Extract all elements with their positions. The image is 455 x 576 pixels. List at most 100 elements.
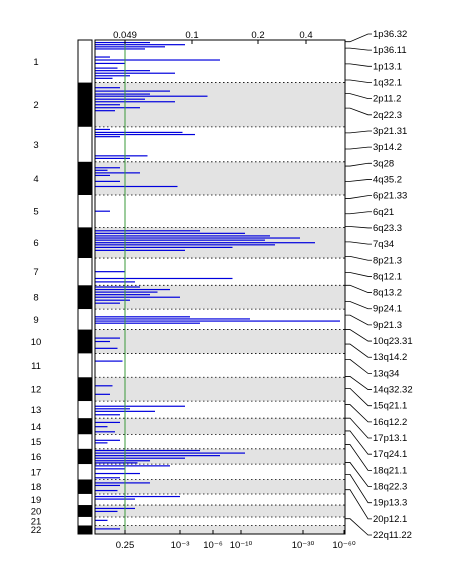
chromosome-label: 14 <box>31 422 42 433</box>
peak-bar <box>95 462 138 464</box>
region-label: 8q13.2 <box>373 288 402 299</box>
chromosome-band-2 <box>95 82 345 127</box>
bottom-axis: 0.25 10⁻³ 10⁻⁶ 10⁻¹⁰ 10⁻³⁰ 10⁻⁶⁰ <box>116 530 356 551</box>
ideogram-chr-8 <box>78 285 92 310</box>
peak-bar <box>95 62 125 65</box>
ideogram-chr-20 <box>78 505 92 517</box>
peak-bar <box>95 98 145 100</box>
peak-bar <box>95 465 170 467</box>
region-label: 1p36.11 <box>373 45 407 56</box>
top-axis: 0.049 0.1 0.2 0.4 <box>113 30 313 44</box>
ideogram-chr-10 <box>78 329 92 354</box>
peak-bar <box>95 93 150 95</box>
chromosome-label: 16 <box>31 452 42 463</box>
region-label: 17q24.1 <box>373 449 407 460</box>
peak-bar <box>95 235 270 237</box>
region-label: 8p21.3 <box>373 255 402 266</box>
peak-bar <box>95 169 108 171</box>
chromosome-label: 5 <box>33 207 38 218</box>
region-leader-line <box>345 47 372 51</box>
region-label: 9p21.3 <box>373 320 402 331</box>
ideogram-chr-17 <box>78 464 92 480</box>
chromosome-label: 7 <box>33 267 38 278</box>
chromosome-label: 18 <box>31 482 42 493</box>
region-leader-line <box>345 226 372 229</box>
region-leader-line <box>345 343 372 358</box>
peak-bar <box>95 507 135 510</box>
chromosome-label: 2 <box>33 100 38 111</box>
region-label: 19p13.3 <box>373 498 407 509</box>
peak-bar <box>95 101 175 103</box>
region-label: 9p24.1 <box>373 304 402 315</box>
peak-bar <box>95 230 200 232</box>
region-leader-line <box>345 329 372 342</box>
ideogram-chr-13 <box>78 401 92 419</box>
peak-bar <box>95 244 275 246</box>
ideogram <box>77 39 93 535</box>
peak-bar <box>95 431 115 433</box>
peak-bar <box>95 246 233 248</box>
chromosome-band-18 <box>95 479 345 494</box>
peak-bar <box>95 185 178 188</box>
chromosome-band-14 <box>95 418 345 435</box>
region-leader-line <box>345 518 372 536</box>
peak-bar <box>95 472 140 475</box>
peak-bar <box>95 468 125 470</box>
region-label: 7q34 <box>373 239 394 250</box>
peak-bar <box>95 239 265 241</box>
region-label: 18q21.1 <box>373 465 407 476</box>
peak-bar <box>95 442 108 444</box>
peak-bar <box>95 46 165 48</box>
peak-bar <box>95 95 208 97</box>
peak-bar <box>95 320 340 322</box>
region-label: 3p14.2 <box>373 142 402 153</box>
chromosome-band-10 <box>95 329 345 354</box>
region-leader-line <box>345 444 372 471</box>
peak-bar <box>95 107 140 109</box>
region-leader-line <box>345 358 372 374</box>
region-leader-line <box>345 93 372 100</box>
peak-bar <box>95 136 120 138</box>
region-label: 3p21.31 <box>373 126 407 137</box>
chromosome-label: 17 <box>31 467 42 478</box>
region-label: 14q32.32 <box>373 385 413 396</box>
peak-bar <box>95 67 118 69</box>
region-leader-line <box>345 195 372 199</box>
peak-bar <box>95 510 118 513</box>
peak-bar <box>95 495 180 498</box>
bottom-axis-tick-label: 10⁻¹⁰ <box>230 540 253 551</box>
ideogram-chr-4 <box>78 161 92 196</box>
peak-bar <box>95 393 110 395</box>
ideogram-chr-15 <box>78 434 92 449</box>
region-label: 22q11.22 <box>373 530 412 541</box>
chromosome-label: 19 <box>31 495 42 506</box>
region-leader-line <box>345 130 372 134</box>
peak-bar <box>95 455 220 457</box>
top-axis-tick-label: 0.049 <box>113 30 137 41</box>
peak-bar <box>95 56 110 58</box>
ideogram-chr-22 <box>78 525 92 534</box>
peak-bar <box>95 242 315 244</box>
ideogram-chr-3 <box>78 126 92 162</box>
region-leader-line <box>345 301 372 310</box>
peak-bar <box>95 237 300 239</box>
chromosome-label: 9 <box>33 315 38 326</box>
peak-bar <box>95 477 120 479</box>
region-leader-line <box>345 272 372 277</box>
region-label: 1p36.32 <box>373 29 407 40</box>
chromosome-label: 15 <box>31 437 42 448</box>
ideogram-chr-6 <box>78 227 92 259</box>
region-label: 17p13.1 <box>373 433 407 444</box>
ideogram-chr-19 <box>78 493 92 506</box>
peak-bar <box>95 210 110 212</box>
ideogram-chr-12 <box>78 377 92 402</box>
region-label: 6q21 <box>373 207 394 218</box>
region-label: 13q34 <box>373 368 399 379</box>
region-leader-line <box>345 107 372 116</box>
peak-bar <box>95 48 145 50</box>
peak-bar <box>95 232 245 234</box>
peak-bar <box>95 385 113 387</box>
peak-bar <box>95 75 130 77</box>
